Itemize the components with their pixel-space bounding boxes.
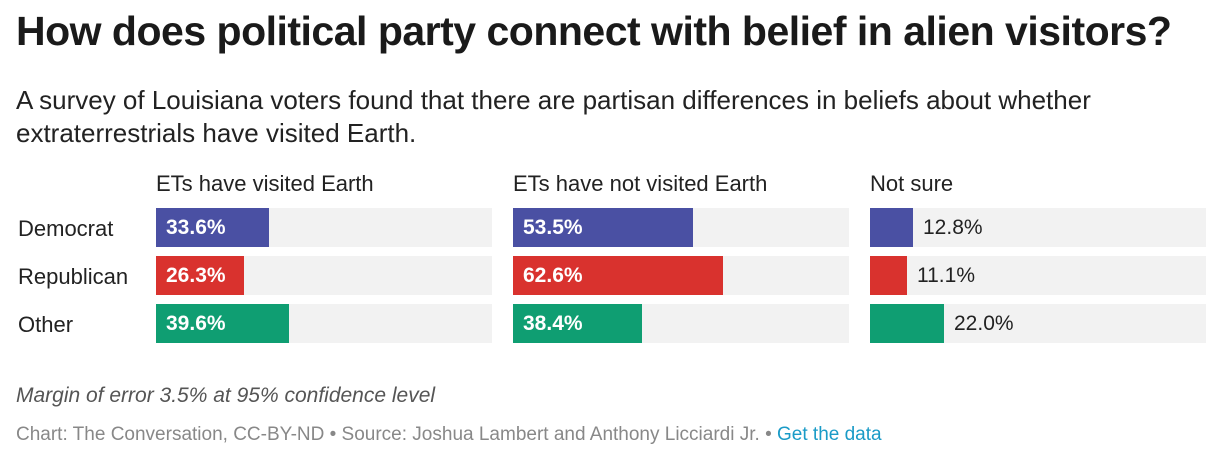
bar-not-sure-other [870,304,944,343]
bar-track-ets-have-visited-earth-other: 39.6% [156,304,492,343]
margin-of-error-note: Margin of error 3.5% at 95% confidence l… [16,384,436,407]
bar-ets-have-not-visited-earth-other [513,304,642,343]
bar-ets-have-not-visited-earth-republican [513,256,723,295]
bar-track-ets-have-visited-earth-republican: 26.3% [156,256,492,295]
bar-track-ets-have-not-visited-earth-democrat: 53.5% [513,208,849,247]
bar-not-sure-republican [870,256,907,295]
bar-track-ets-have-not-visited-earth-republican: 62.6% [513,256,849,295]
data-label-ets-have-not-visited-earth-republican: 62.6% [523,264,583,287]
data-label-ets-have-not-visited-earth-democrat: 53.5% [523,216,583,239]
row-label-democrat: Democrat [18,216,114,241]
row-label-republican: Republican [18,264,129,289]
source-text: Chart: The Conversation, CC-BY-ND • Sour… [16,424,772,445]
panel-title-not-sure: Not sure [870,171,954,196]
bar-track-ets-have-visited-earth-democrat: 33.6% [156,208,492,247]
bar-ets-have-not-visited-earth-democrat [513,208,693,247]
data-label-not-sure-democrat: 12.8% [923,216,983,239]
data-label-ets-have-visited-earth-republican: 26.3% [166,264,226,287]
data-label-ets-have-visited-earth-democrat: 33.6% [166,216,226,239]
panel-title-ets-have-not-visited-earth: ETs have not visited Earth [513,171,768,196]
data-label-ets-have-visited-earth-other: 39.6% [166,312,226,335]
bar-track-not-sure-democrat: 12.8% [870,208,1206,247]
panel-title-ets-have-visited-earth: ETs have visited Earth [156,171,374,196]
data-label-not-sure-republican: 11.1% [917,264,975,287]
bar-not-sure-democrat [870,208,913,247]
bar-track-ets-have-not-visited-earth-other: 38.4% [513,304,849,343]
row-label-other: Other [18,312,74,337]
source-line: Chart: The Conversation, CC-BY-ND • Sour… [16,424,882,446]
bar-track-not-sure-republican: 11.1% [870,256,1206,295]
chart-title: How does political party connect with be… [16,8,1172,54]
bar-ets-have-visited-earth-republican [156,256,244,295]
bar-ets-have-visited-earth-democrat [156,208,269,247]
data-label-not-sure-other: 22.0% [954,312,1014,335]
get-the-data-link[interactable]: Get the data [777,424,882,445]
bar-ets-have-visited-earth-other [156,304,289,343]
chart-subtitle: A survey of Louisiana voters found that … [16,85,1091,148]
data-label-ets-have-not-visited-earth-other: 38.4% [523,312,583,335]
bar-track-not-sure-other: 22.0% [870,304,1206,343]
